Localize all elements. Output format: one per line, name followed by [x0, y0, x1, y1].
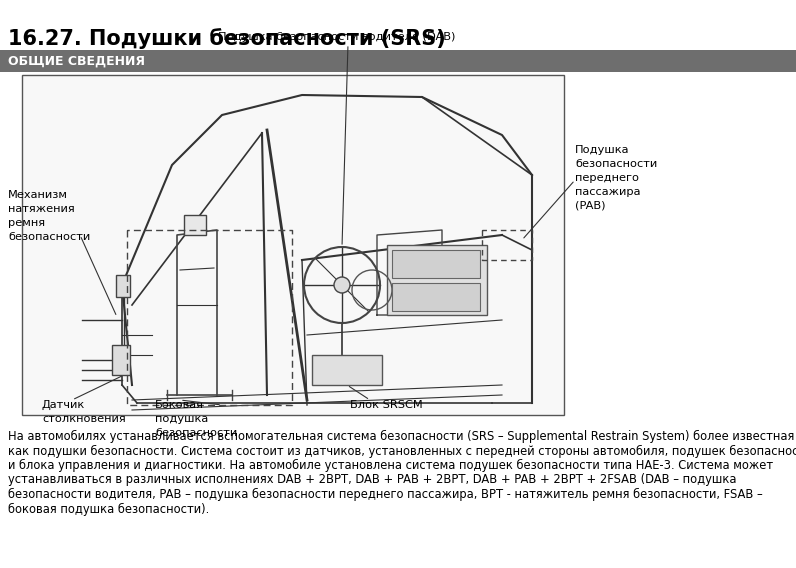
Bar — [392, 250, 480, 278]
Text: устанавливаться в различных исполнениях DAB + 2BPT, DAB + PAB + 2BPT, DAB + PAB : устанавливаться в различных исполнениях … — [8, 474, 736, 487]
Bar — [22, 75, 564, 415]
Bar — [184, 215, 206, 235]
Text: и блока управления и диагностики. На автомобиле установлена система подушек безо: и блока управления и диагностики. На авт… — [8, 459, 773, 472]
Text: 16.27. Подушки безопасности (SRS): 16.27. Подушки безопасности (SRS) — [8, 28, 446, 49]
Text: Датчик
столкновения: Датчик столкновения — [42, 400, 126, 424]
Bar — [112, 345, 130, 375]
Bar — [116, 275, 130, 297]
Text: Боковая
подушка
безопасности: Боковая подушка безопасности — [155, 400, 237, 438]
Text: Механизм
натяжения
ремня
безопасности: Механизм натяжения ремня безопасности — [8, 190, 90, 242]
Text: Подушка
безопасности
переднего
пассажира
(PAB): Подушка безопасности переднего пассажира… — [575, 145, 657, 211]
Bar — [387, 245, 487, 315]
Bar — [392, 283, 480, 311]
Bar — [312, 355, 382, 385]
Text: Подушка безопасности водителя (DAB): Подушка безопасности водителя (DAB) — [218, 32, 455, 42]
Text: Блок SRSCM: Блок SRSCM — [350, 400, 423, 410]
Text: ОБЩИЕ СВЕДЕНИЯ: ОБЩИЕ СВЕДЕНИЯ — [8, 55, 145, 68]
Circle shape — [334, 277, 350, 293]
Text: боковая подушка безопасности).: боковая подушка безопасности). — [8, 503, 209, 516]
Text: безопасности водителя, PAB – подушка безопасности переднего пассажира, BPT - нат: безопасности водителя, PAB – подушка без… — [8, 488, 763, 501]
Text: как подушки безопасности. Система состоит из датчиков, установленных с передней : как подушки безопасности. Система состои… — [8, 445, 796, 458]
Bar — [0, 50, 796, 72]
Text: На автомобилях устанавливается вспомогательная система безопасности (SRS – Suppl: На автомобилях устанавливается вспомогат… — [8, 430, 794, 443]
